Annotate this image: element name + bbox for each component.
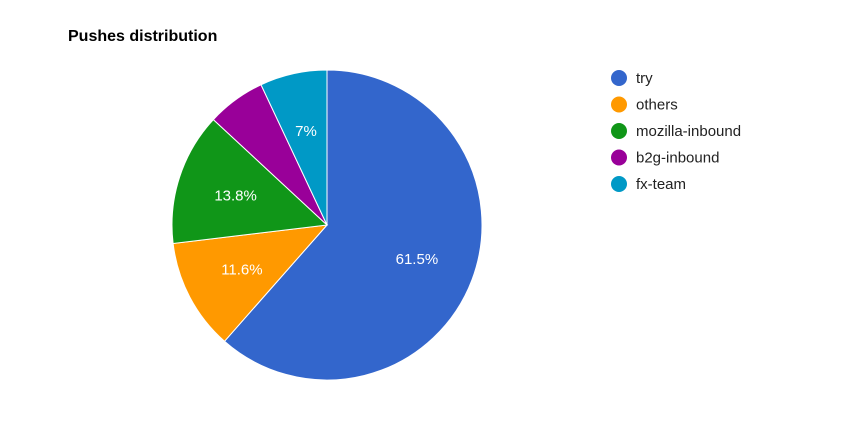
legend-swatch-fx-team — [611, 176, 627, 192]
slice-label-fx-team: 7% — [295, 123, 317, 140]
legend-label-fx-team[interactable]: fx-team — [636, 176, 686, 193]
legend: try others mozilla-inbound b2g-inbound fx-te… — [611, 70, 741, 193]
legend-swatch-mozilla-inbound — [611, 123, 627, 139]
slice-fx-team[interactable] — [260, 69, 328, 226]
legend-label-b2g-inbound[interactable]: b2g-inbound — [636, 150, 719, 167]
pie-slices — [171, 69, 483, 381]
slice-label-others: 11.6% — [221, 262, 262, 279]
slice-label-mozilla-inbound: 13.8% — [214, 187, 257, 204]
legend-swatch-try — [611, 70, 627, 86]
slice-labels: 61.5% 11.6% 13.8% 7% — [214, 123, 438, 279]
legend-label-others[interactable]: others — [636, 97, 678, 114]
slice-others[interactable] — [172, 224, 329, 342]
legend-label-try[interactable]: try — [636, 70, 653, 87]
slice-mozilla-inbound[interactable] — [171, 118, 329, 245]
legend-swatch-b2g-inbound — [611, 149, 627, 166]
slice-label-try: 61.5% — [396, 251, 439, 268]
legend-swatch-others — [611, 96, 627, 113]
slice-try[interactable] — [223, 69, 483, 381]
chart-title: Pushes distribution — [68, 28, 217, 45]
legend-label-mozilla-inbound[interactable]: mozilla-inbound — [636, 123, 741, 140]
